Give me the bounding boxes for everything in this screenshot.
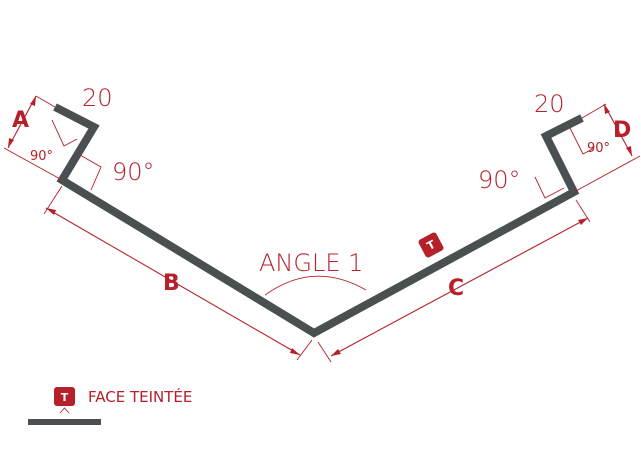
angle-marker-right-big bbox=[534, 176, 565, 199]
dim-c-extension-left bbox=[317, 341, 332, 363]
angle-marker-right-small bbox=[569, 127, 595, 155]
angle-marker-left-small bbox=[51, 119, 78, 147]
angle-main-label: ANGLE 1 bbox=[259, 249, 363, 277]
flange-left-label: 20 bbox=[82, 84, 113, 112]
dim-d-line bbox=[603, 103, 633, 157]
dim-a-label: A bbox=[12, 108, 29, 133]
dim-b-line bbox=[45, 207, 301, 356]
dim-a-extension-top bbox=[35, 95, 56, 108]
dim-a-extension-bottom bbox=[3, 147, 63, 181]
legend-badge-letter: T bbox=[61, 391, 69, 404]
tinted-face-badge: T bbox=[418, 232, 444, 258]
dim-c-label: C bbox=[448, 276, 464, 301]
legend: T FACE TEINTÉE bbox=[28, 387, 192, 425]
dim-b-label: B bbox=[163, 271, 180, 296]
dim-b-arrow-left bbox=[46, 208, 56, 215]
angle-left-small-label: 90° bbox=[30, 149, 53, 164]
dim-b-extension-right bbox=[296, 339, 313, 361]
dim-a-arrow-bottom bbox=[8, 138, 14, 148]
dim-d-arrow-bottom bbox=[626, 146, 632, 156]
angle-right-big-label: 90° bbox=[478, 166, 521, 194]
dim-c-extension-right bbox=[575, 199, 591, 223]
angle-1-arc bbox=[264, 275, 367, 296]
legend-badge bbox=[54, 387, 75, 406]
angle-marker-left-big bbox=[79, 154, 102, 191]
dim-d-extension-bottom bbox=[573, 155, 641, 193]
sheet-profile-line bbox=[53, 103, 584, 338]
legend-caret bbox=[59, 407, 70, 414]
dim-b-extension-left bbox=[43, 185, 63, 215]
dim-a-line bbox=[7, 95, 37, 149]
flange-right-label: 20 bbox=[534, 90, 565, 118]
dim-c-line bbox=[330, 217, 589, 357]
dim-c-arrow-right bbox=[578, 218, 588, 225]
dim-d-extension-top bbox=[581, 103, 607, 119]
legend-text: FACE TEINTÉE bbox=[88, 387, 192, 406]
dim-d-arrow-top bbox=[604, 104, 610, 114]
dim-a-arrow-top bbox=[30, 96, 36, 106]
dim-d-label: D bbox=[613, 118, 631, 143]
dim-b-arrow-right bbox=[290, 348, 300, 355]
dim-c-arrow-left bbox=[331, 349, 341, 356]
angle-right-small-label: 90° bbox=[587, 141, 610, 156]
angle-left-big-label: 90° bbox=[112, 158, 155, 186]
